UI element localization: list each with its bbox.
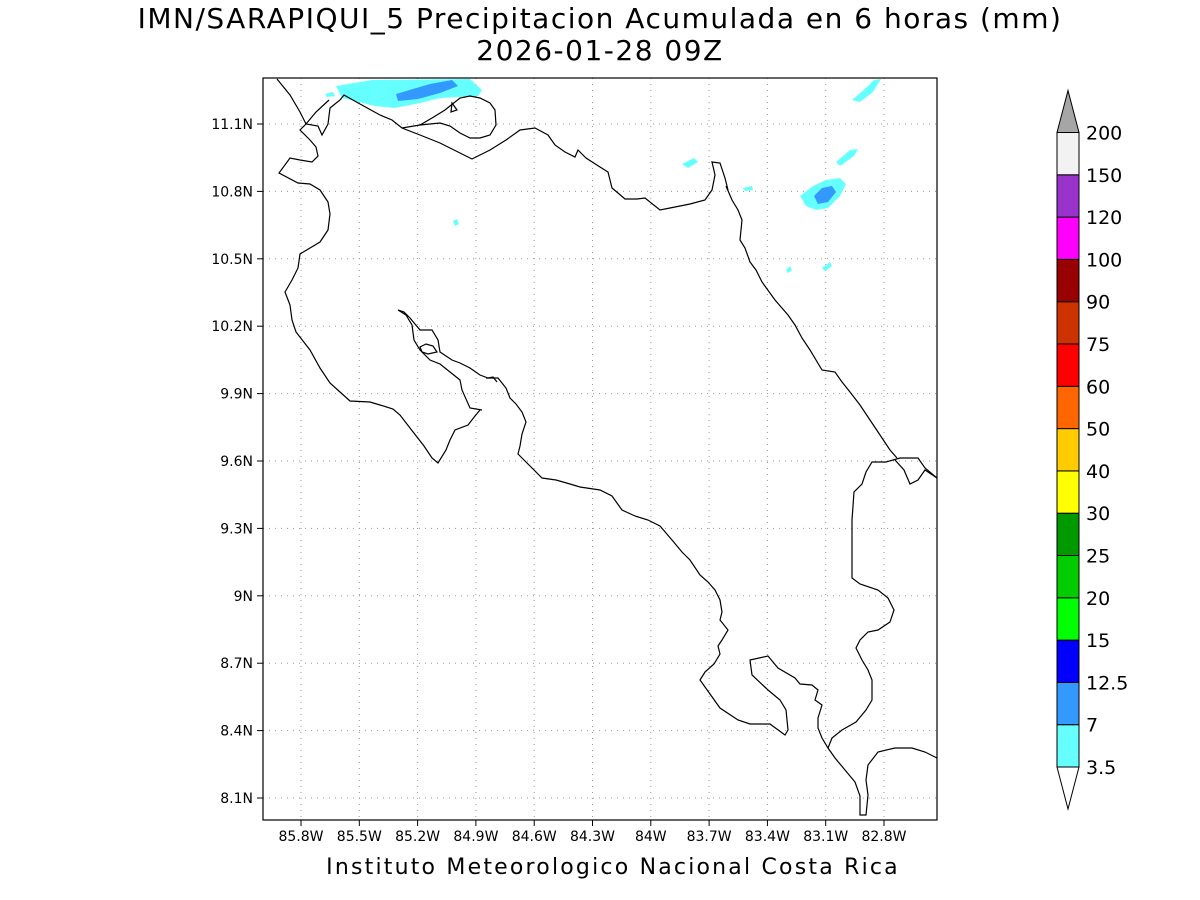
colorbar-label: 30 (1086, 503, 1110, 525)
colorbar-label: 90 (1086, 292, 1110, 314)
colorbar: 3.5 7 12.5 15 20 25 30 40 50 60 75 90 100 120 150 200 (1056, 88, 1128, 811)
panama-coast-top (894, 459, 938, 485)
x-tick-label: 83.7W (687, 829, 732, 845)
x-tick-label: 85.8W (278, 829, 323, 845)
x-tick-label: 83.4W (745, 829, 790, 845)
colorbar-label: 7 (1086, 715, 1098, 737)
colorbar-label: 75 (1086, 334, 1110, 356)
colorbar-segment (1056, 343, 1080, 387)
colorbar-label: 150 (1086, 165, 1122, 187)
colorbar-segment (1056, 512, 1080, 557)
colorbar-segment (1056, 681, 1080, 726)
x-tick-label: 84.3W (570, 829, 615, 845)
y-tick-label: 9.3N (220, 521, 253, 537)
colorbar-label: 3.5 (1086, 757, 1116, 779)
colorbar-label: 15 (1086, 630, 1110, 652)
colorbar-segment (1056, 301, 1080, 345)
precip-area-caribbean-6 (822, 262, 832, 271)
colorbar-label: 50 (1086, 419, 1110, 441)
x-axis-labels: 85.8W 85.5W 85.2W 84.9W 84.6W 84.3W 84W 83.7W 83… (278, 829, 906, 845)
gridlines (263, 78, 937, 820)
colorbar-segment (1056, 216, 1080, 260)
colorbar-label: 100 (1086, 249, 1122, 271)
x-tick-label: 83.1W (803, 829, 848, 845)
colorbar-segment (1056, 470, 1080, 514)
precip-area-northeast (852, 79, 881, 102)
colorbar-segment (1056, 428, 1080, 472)
colorbar-label: 40 (1086, 461, 1110, 483)
small-island (450, 101, 458, 113)
precip-area-caribbean-5 (786, 266, 792, 273)
colorbar-label: 20 (1086, 588, 1110, 610)
y-tick-label: 9N (234, 589, 253, 605)
colorbar-segment (1056, 724, 1080, 768)
x-tick-label: 85.5W (337, 829, 382, 845)
y-tick-label: 9.6N (220, 454, 253, 470)
x-tick-label: 84.6W (512, 829, 557, 845)
y-axis-labels: 11.1N 10.8N 10.5N 10.2N 9.9N 9.6N 9.3N 9N 8.7N 8.… (211, 117, 253, 807)
nicoya-gulf (397, 309, 498, 411)
precipitation-shading (325, 79, 881, 273)
panama-border (827, 457, 938, 749)
colorbar-label: 60 (1086, 376, 1110, 398)
colorbar-label: 25 (1086, 546, 1110, 568)
colorbar-segment (1056, 258, 1080, 303)
colorbar-min-arrow (1056, 766, 1080, 811)
colorbar-segment (1056, 385, 1080, 430)
y-tick-label: 9.9N (220, 387, 253, 403)
plot-frame (262, 77, 938, 821)
map-title: IMN/SARAPIQUI_5 Precipitacion Acumulada … (137, 2, 1063, 35)
precip-area-caribbean-1 (682, 158, 698, 168)
pacific-coast-central (486, 377, 938, 816)
x-tick-label: 84W (635, 829, 667, 845)
y-tick-label: 8.7N (220, 656, 253, 672)
colorbar-label: 200 (1086, 123, 1122, 145)
lake-shore-north (401, 95, 497, 139)
colorbar-segment (1056, 174, 1080, 218)
x-tick-label: 82.8W (861, 829, 906, 845)
caribbean-coast (725, 185, 898, 459)
y-tick-label: 8.4N (220, 724, 253, 740)
chira-island (419, 343, 438, 355)
nicaragua-border-lake-shore (276, 78, 729, 211)
y-tick-label: 11.1N (211, 117, 253, 133)
precip-area-caribbean-4 (836, 149, 858, 166)
y-tick-label: 10.5N (211, 252, 253, 268)
map-timestamp: 2026-01-28 09Z (476, 34, 724, 67)
precip-area-caribbean-3-moderate (814, 186, 836, 204)
precip-area-north-coast-moderate (396, 80, 458, 101)
precip-area-inland (453, 219, 459, 226)
colorbar-max-arrow (1056, 88, 1080, 133)
pacific-coast-guanacaste (278, 99, 481, 464)
y-tick-label: 8.1N (220, 791, 253, 807)
footer-credit: Instituto Meteorologico Nacional Costa R… (326, 855, 900, 880)
colorbar-segment (1056, 132, 1080, 176)
y-tick-label: 10.8N (211, 184, 253, 200)
y-tick-label: 10.2N (211, 319, 253, 335)
colorbar-segment (1056, 597, 1080, 641)
colorbar-segment (1056, 555, 1080, 599)
precip-area-small (325, 92, 335, 97)
colorbar-label: 12.5 (1086, 672, 1128, 694)
colorbar-segment (1056, 639, 1080, 683)
x-tick-label: 84.9W (453, 829, 498, 845)
colorbar-label: 120 (1086, 207, 1122, 229)
precip-area-caribbean-2 (743, 186, 753, 191)
x-tick-label: 85.2W (395, 829, 440, 845)
axis-ticks (257, 123, 885, 826)
coastlines (276, 78, 938, 816)
